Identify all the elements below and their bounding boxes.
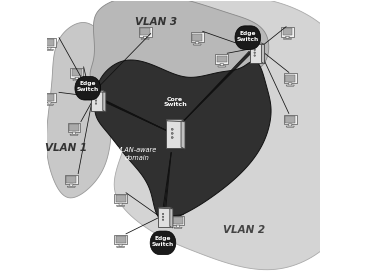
Polygon shape [72, 132, 76, 134]
Polygon shape [46, 50, 54, 51]
FancyBboxPatch shape [285, 116, 295, 123]
FancyBboxPatch shape [284, 73, 297, 83]
Polygon shape [176, 225, 180, 227]
Polygon shape [48, 102, 51, 104]
FancyBboxPatch shape [284, 114, 297, 124]
Polygon shape [218, 66, 226, 67]
Polygon shape [150, 231, 176, 255]
FancyBboxPatch shape [70, 68, 83, 78]
Polygon shape [167, 120, 185, 122]
Circle shape [254, 52, 255, 53]
Polygon shape [141, 39, 149, 40]
Polygon shape [75, 77, 79, 79]
FancyBboxPatch shape [43, 38, 56, 48]
Text: VLAN-aware
domain: VLAN-aware domain [117, 147, 157, 161]
Polygon shape [235, 26, 261, 50]
FancyBboxPatch shape [47, 1, 320, 274]
FancyBboxPatch shape [66, 176, 76, 183]
FancyBboxPatch shape [114, 235, 127, 244]
Polygon shape [286, 36, 289, 39]
Circle shape [254, 49, 255, 51]
Polygon shape [92, 91, 106, 92]
Polygon shape [170, 207, 173, 228]
Circle shape [162, 216, 164, 218]
FancyBboxPatch shape [114, 194, 127, 204]
Circle shape [171, 136, 173, 139]
Text: VLAN 2: VLAN 2 [223, 225, 265, 235]
FancyBboxPatch shape [69, 124, 79, 131]
FancyBboxPatch shape [72, 70, 82, 76]
FancyBboxPatch shape [215, 54, 228, 64]
Polygon shape [220, 64, 224, 66]
Circle shape [171, 128, 173, 130]
FancyBboxPatch shape [158, 207, 170, 227]
FancyBboxPatch shape [140, 28, 150, 35]
Circle shape [95, 100, 97, 101]
FancyBboxPatch shape [285, 75, 295, 82]
Text: Edge
Switch: Edge Switch [237, 31, 259, 42]
FancyBboxPatch shape [116, 195, 126, 202]
Polygon shape [251, 43, 265, 45]
FancyBboxPatch shape [43, 93, 56, 102]
Polygon shape [47, 23, 114, 198]
FancyBboxPatch shape [173, 217, 183, 224]
Circle shape [162, 219, 164, 221]
Polygon shape [195, 42, 199, 44]
FancyBboxPatch shape [44, 94, 54, 101]
Text: Edge
Switch: Edge Switch [152, 236, 174, 247]
Text: Core
Switch: Core Switch [163, 97, 187, 108]
Polygon shape [286, 126, 294, 127]
Polygon shape [95, 60, 271, 220]
Polygon shape [46, 104, 54, 105]
Polygon shape [103, 91, 106, 112]
Polygon shape [119, 244, 122, 246]
Text: VLAN 1: VLAN 1 [45, 143, 87, 153]
Circle shape [95, 97, 97, 98]
Polygon shape [288, 124, 292, 126]
Polygon shape [143, 36, 147, 39]
FancyBboxPatch shape [283, 28, 292, 35]
FancyBboxPatch shape [172, 216, 185, 225]
Polygon shape [193, 44, 201, 45]
FancyBboxPatch shape [44, 39, 54, 46]
Polygon shape [70, 134, 78, 136]
Polygon shape [90, 0, 269, 89]
Polygon shape [69, 184, 73, 186]
Polygon shape [67, 186, 76, 188]
Polygon shape [283, 39, 291, 40]
Circle shape [171, 132, 173, 134]
Polygon shape [288, 83, 292, 85]
Polygon shape [75, 76, 101, 100]
Text: VLAN 3: VLAN 3 [135, 17, 177, 27]
Circle shape [95, 103, 97, 104]
Polygon shape [114, 0, 367, 270]
FancyBboxPatch shape [166, 119, 182, 148]
FancyBboxPatch shape [191, 32, 204, 42]
Polygon shape [174, 227, 182, 229]
Polygon shape [159, 207, 173, 209]
Text: Edge
Switch: Edge Switch [77, 81, 99, 92]
Polygon shape [116, 205, 125, 207]
Circle shape [162, 213, 164, 215]
Polygon shape [116, 246, 125, 248]
Polygon shape [73, 79, 81, 81]
FancyBboxPatch shape [65, 175, 78, 184]
FancyBboxPatch shape [281, 27, 294, 37]
Polygon shape [181, 120, 185, 149]
Polygon shape [286, 85, 294, 86]
FancyBboxPatch shape [139, 27, 152, 37]
FancyBboxPatch shape [192, 34, 202, 40]
FancyBboxPatch shape [91, 90, 103, 111]
Polygon shape [119, 203, 122, 205]
FancyBboxPatch shape [116, 236, 126, 243]
Circle shape [254, 55, 255, 56]
FancyBboxPatch shape [68, 123, 80, 132]
Polygon shape [48, 47, 51, 50]
Polygon shape [261, 43, 265, 64]
FancyBboxPatch shape [250, 43, 262, 63]
FancyBboxPatch shape [217, 56, 227, 62]
